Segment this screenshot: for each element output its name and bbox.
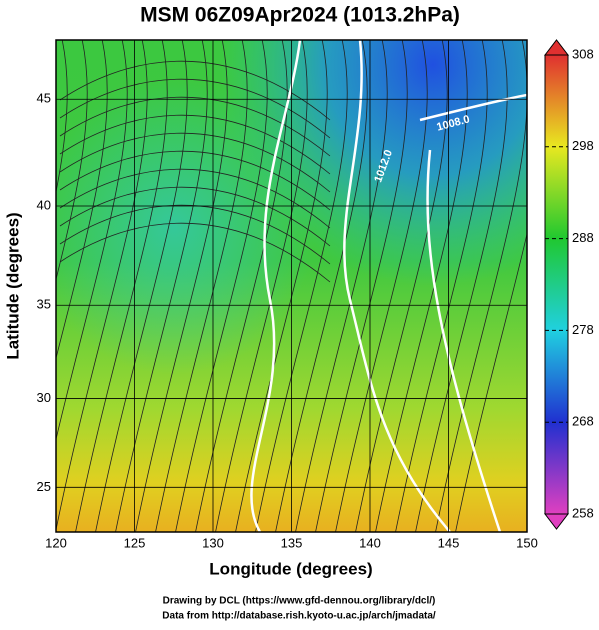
colorbar-tick-label: 268 <box>572 414 594 429</box>
streamline <box>355 40 448 532</box>
colorbar-arrow <box>543 513 570 530</box>
streamline <box>59 150 331 211</box>
isobar <box>343 40 451 532</box>
colorbar-tick-label: 298 <box>572 138 594 153</box>
streamline <box>415 40 508 532</box>
x-tick-label: 120 <box>45 535 67 550</box>
streamline <box>59 186 331 247</box>
streamline <box>295 40 388 532</box>
streamline <box>59 114 331 175</box>
x-tick-label: 140 <box>359 535 381 550</box>
streamline <box>95 40 188 532</box>
streamline <box>135 40 228 532</box>
plot-frame <box>55 39 528 533</box>
colorbar-tick-label: 308 <box>572 46 594 61</box>
y-tick-label: 35 <box>37 297 51 312</box>
streamline <box>335 40 428 532</box>
streamline <box>56 40 108 360</box>
y-tick-label: 45 <box>37 91 51 106</box>
footer-line: Data from http://database.rish.kyoto-u.a… <box>162 611 436 622</box>
streamline <box>315 40 408 532</box>
streamline <box>255 40 348 532</box>
streamline <box>175 40 268 532</box>
streamline <box>59 96 331 157</box>
colorbar-tick-label: 288 <box>572 230 594 245</box>
streamline <box>455 231 527 532</box>
streamline <box>395 40 488 532</box>
colorbar: 258 268 278 288 298 308 <box>543 39 594 530</box>
isobar <box>250 40 302 532</box>
streamline <box>59 132 331 193</box>
y-tick-label: 40 <box>37 197 51 212</box>
x-tick-label: 125 <box>124 535 146 550</box>
streamline <box>59 204 331 265</box>
streamline <box>235 40 328 532</box>
chart-title: MSM 06Z09Apr2024 (1013.2hPa) <box>140 4 460 27</box>
y-axis-label: Latitude (degrees) <box>3 212 22 359</box>
streamline <box>115 40 208 532</box>
x-axis-label: Longitude (degrees) <box>209 559 372 578</box>
streamline <box>56 40 88 282</box>
streamline <box>56 40 128 442</box>
x-tick-label: 130 <box>202 535 224 550</box>
colorbar-arrow <box>543 39 570 56</box>
colorbar-body <box>544 54 569 515</box>
streamline <box>155 40 248 532</box>
colorbar-tick-label: 258 <box>572 505 594 520</box>
streamline <box>215 40 308 532</box>
colorbar-tick-label: 278 <box>572 322 594 337</box>
isobar <box>426 149 502 532</box>
streamline <box>75 40 168 532</box>
streamline <box>59 60 331 121</box>
streamline <box>375 40 468 532</box>
footer-line: Drawing by DCL (https://www.gfd-dennou.o… <box>163 596 436 607</box>
y-tick-label: 25 <box>37 479 51 494</box>
isobar <box>419 93 527 122</box>
y-tick-label: 30 <box>37 390 51 405</box>
field <box>56 40 527 532</box>
streamline <box>56 40 68 194</box>
isobars <box>250 40 527 532</box>
streamline <box>59 222 331 283</box>
streamline <box>59 78 331 139</box>
x-tick-label: 135 <box>281 535 303 550</box>
x-tick-label: 150 <box>516 535 538 550</box>
x-tick-label: 145 <box>438 535 460 550</box>
streamline <box>59 168 331 229</box>
